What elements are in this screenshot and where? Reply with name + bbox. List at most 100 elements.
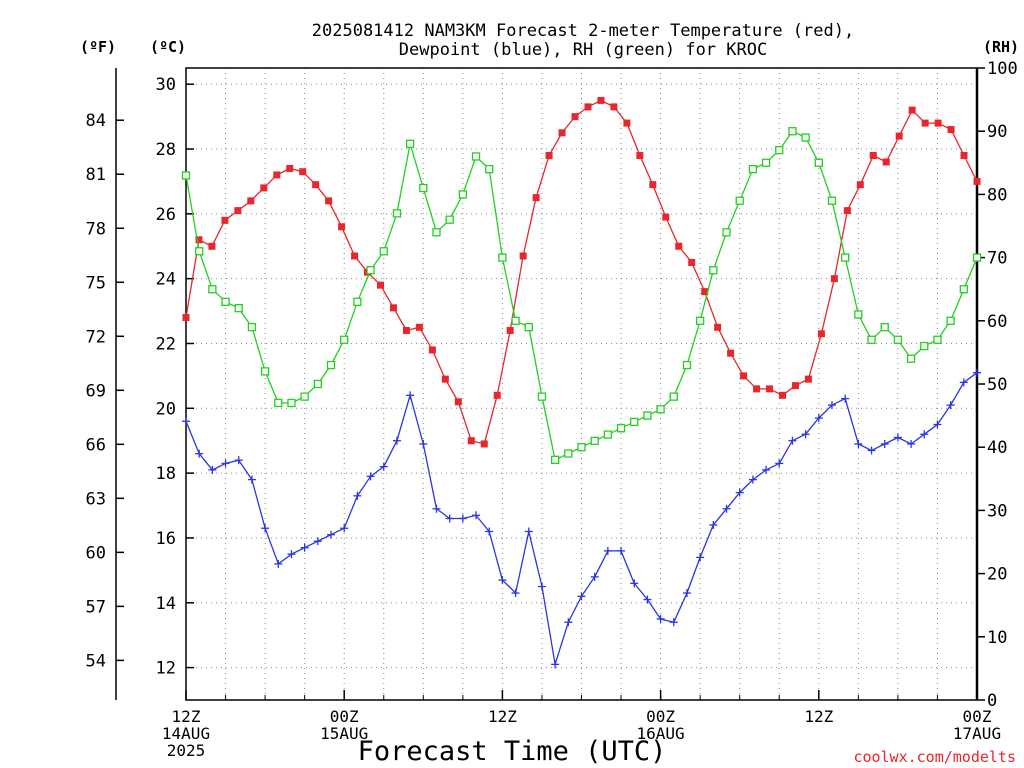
rh-tick-label: 30	[987, 501, 1007, 521]
rh-point	[669, 392, 678, 401]
rh-point	[208, 285, 217, 294]
rh-point	[972, 253, 982, 262]
dewpoint-point	[854, 439, 863, 448]
temperature-point	[688, 258, 696, 266]
dewpoint-point	[340, 524, 349, 533]
rh-point	[419, 183, 428, 193]
dewpoint-point	[577, 592, 586, 601]
grid	[186, 68, 977, 700]
fahrenheit-tick-label: 66	[86, 435, 106, 455]
x-tick-label: 15AUG	[320, 724, 368, 743]
rh-point	[432, 228, 441, 237]
dewpoint-point	[511, 589, 520, 598]
dewpoint-point	[973, 368, 981, 377]
rh-point	[550, 455, 560, 464]
rh-point	[748, 164, 758, 174]
dewpoint-point	[537, 582, 546, 591]
dewpoint-point	[327, 530, 336, 539]
rh-point	[392, 209, 402, 218]
rh-point	[485, 164, 494, 174]
dewpoint-point	[406, 391, 415, 400]
rh-point	[775, 146, 784, 155]
dewpoint-point	[551, 660, 560, 669]
fahrenheit-tick-label: 57	[86, 597, 106, 617]
rh-point	[471, 152, 481, 161]
temperature-point	[286, 164, 294, 172]
rh-point	[682, 360, 692, 370]
temperature-point	[766, 385, 774, 393]
rh-point	[366, 266, 375, 275]
rh-point	[458, 190, 468, 199]
rh-point	[603, 430, 613, 439]
temperature-point	[947, 126, 955, 134]
temperature-point	[480, 440, 488, 448]
rh-point	[920, 341, 929, 351]
dewpoint-point	[788, 436, 797, 445]
rh-point	[959, 285, 968, 294]
dewpoint-point	[735, 488, 744, 497]
rh-point	[247, 322, 257, 332]
dewpoint-point	[603, 546, 612, 555]
dewpoint-point	[801, 430, 810, 439]
temperature-point	[493, 391, 501, 399]
dewpoint-point	[366, 472, 375, 481]
dewpoint-point	[893, 433, 902, 442]
rh-point	[537, 392, 547, 401]
temperature-point	[960, 152, 968, 160]
fahrenheit-tick-label: 72	[86, 327, 106, 347]
temperature-point	[377, 281, 385, 289]
rh-point	[221, 297, 230, 306]
dewpoint-point	[722, 504, 731, 513]
dewpoint-point	[590, 572, 599, 581]
temperature-point	[260, 184, 268, 192]
celsius-tick-label: 30	[156, 75, 176, 95]
rh-point	[827, 196, 837, 205]
celsius-tick-label: 26	[156, 205, 176, 225]
temperature-point	[195, 236, 203, 244]
temperature-point	[701, 288, 709, 296]
rh-point	[590, 436, 599, 446]
temperature-point	[506, 327, 514, 335]
dewpoint-point	[775, 459, 784, 468]
dewpoint-point	[656, 614, 665, 623]
temperature-point	[467, 437, 475, 445]
dewpoint-point	[234, 456, 243, 465]
temperature-point	[351, 252, 359, 260]
rh-point	[933, 335, 942, 344]
celsius-tick-label: 22	[156, 334, 176, 354]
rh-point	[656, 405, 665, 414]
dewpoint-point	[445, 514, 454, 523]
x-axis-label: Forecast Time (UTC)	[358, 736, 667, 767]
temperature-point	[856, 181, 864, 189]
rh-tick-label: 10	[987, 628, 1007, 648]
chart-title-line2: Dewpoint (blue), RH (green) for KROC	[399, 40, 767, 60]
temperature-point	[817, 330, 825, 338]
fahrenheit-tick-label: 78	[86, 219, 106, 239]
dewpoint-point	[907, 439, 916, 448]
celsius-tick-label: 28	[156, 140, 176, 160]
rh-point	[524, 322, 533, 332]
fahrenheit-tick-label: 84	[86, 111, 106, 131]
temperature-point	[895, 132, 903, 140]
rh-point	[195, 247, 204, 256]
temperature-point	[338, 223, 346, 231]
dewpoint-point	[617, 546, 626, 555]
rh-point	[880, 322, 889, 332]
temperature-point	[389, 304, 397, 312]
temperature-point	[312, 181, 320, 189]
celsius-tick-label: 12	[156, 659, 176, 679]
fahrenheit-tick-label: 81	[86, 165, 106, 185]
rh-tick-label: 20	[987, 565, 1007, 585]
rh-point	[893, 335, 903, 344]
rh-point	[906, 354, 916, 363]
rh-point	[643, 411, 652, 420]
chart-title-line1: 2025081412 NAM3KM Forecast 2-meter Tempe…	[312, 21, 854, 41]
rh-point	[313, 379, 322, 389]
rh-tick-label: 100	[987, 59, 1018, 79]
dewpoint-point	[564, 618, 573, 627]
x-tick-label: 2025	[167, 741, 206, 760]
rh-tick-label: 90	[987, 122, 1007, 142]
dewpoint-point	[827, 401, 836, 410]
x-tick-label: 00Z	[646, 707, 675, 726]
celsius-tick-label: 16	[156, 529, 176, 549]
